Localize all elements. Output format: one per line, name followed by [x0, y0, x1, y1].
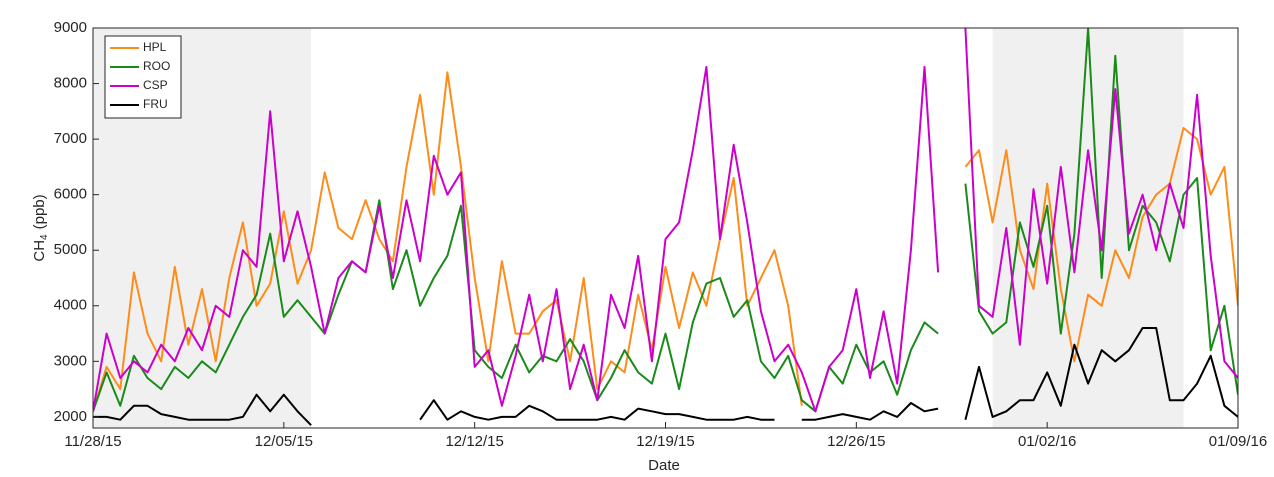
- x-tick-label: 12/12/15: [445, 433, 503, 450]
- y-label-sub: 4: [39, 234, 50, 240]
- x-tick-label: 01/09/16: [1209, 433, 1267, 450]
- series-line: [93, 28, 1238, 413]
- x-tick-label: 12/05/15: [255, 433, 313, 450]
- x-tick-label: 01/02/16: [1018, 433, 1076, 450]
- y-tick-label: 7000: [54, 130, 87, 147]
- y-label-unit: (ppb): [31, 194, 48, 229]
- axes: 2000 3000 4000 5000 6000 7000 8000 9000 11/28/15…: [54, 19, 1268, 450]
- legend: HPL ROO CSP FRU: [104, 35, 182, 119]
- legend-label: HPL: [143, 40, 167, 54]
- legend-label: ROO: [143, 59, 170, 73]
- x-tick-label: 11/28/15: [64, 433, 121, 450]
- series-line: [93, 327, 1238, 426]
- x-tick-label: 12/19/15: [636, 433, 694, 450]
- y-tick-label: 5000: [54, 241, 87, 258]
- x-tick-label: 12/26/15: [827, 433, 885, 450]
- y-tick-label: 2000: [54, 408, 87, 425]
- legend-label: FRU: [143, 97, 168, 111]
- y-tick-label: 6000: [54, 186, 87, 203]
- y-axis-label: CH4 (ppb): [31, 194, 50, 261]
- y-tick-label: 3000: [54, 352, 87, 369]
- y-tick-label: 9000: [54, 19, 87, 36]
- legend-label: CSP: [143, 78, 168, 92]
- lines: [93, 28, 1238, 426]
- x-axis-label: Date: [648, 457, 680, 474]
- y-tick-label: 8000: [54, 75, 87, 92]
- y-tick-label: 4000: [54, 297, 87, 314]
- series-line: [93, 28, 1238, 413]
- y-label-main: CH: [31, 240, 48, 262]
